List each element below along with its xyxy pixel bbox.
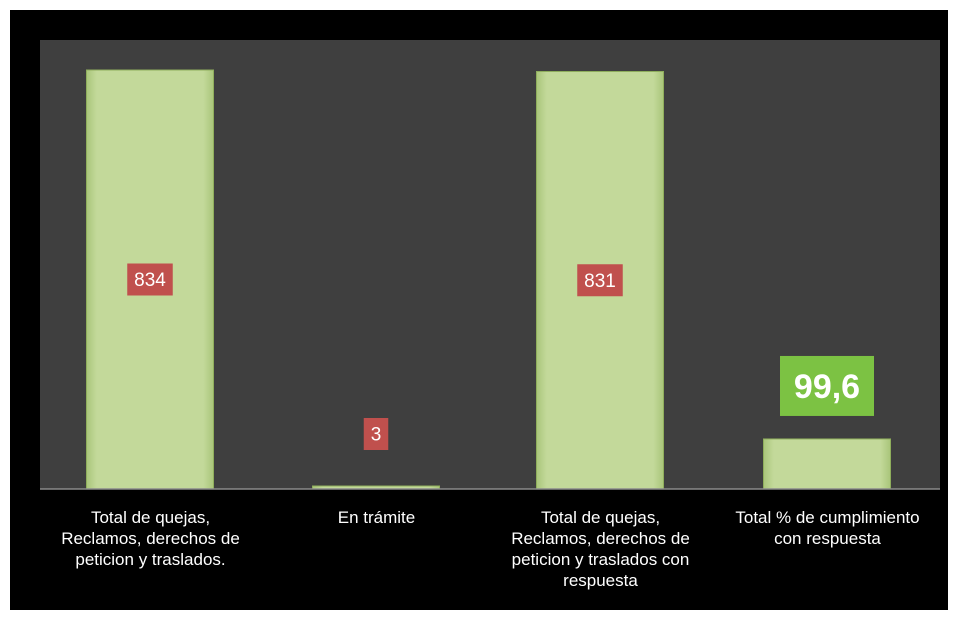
category-label-line: peticion y traslados con	[511, 550, 690, 569]
data-label-text-2: 3	[371, 425, 382, 446]
data-label-2: 3	[363, 418, 389, 450]
category-label-line: En trámite	[337, 508, 416, 527]
category-label-4: Total % de cumplimiento con respuesta	[715, 507, 940, 549]
bar-chart: 834 3 831 99,6	[40, 40, 940, 490]
category-label-line: Total % de cumplimiento	[735, 508, 920, 527]
data-label-3: 831	[577, 264, 623, 297]
category-label-line: Reclamos, derechos de	[511, 529, 690, 548]
chart-frame: 834 3 831 99,6 Total de quejas, Reclamos, de…	[10, 10, 948, 610]
data-label-1: 834	[127, 263, 173, 296]
category-label-line: peticion y traslados.	[75, 550, 226, 569]
bar-3	[536, 71, 664, 490]
category-label-line: respuesta	[563, 571, 638, 590]
category-label-line: con respuesta	[774, 529, 881, 548]
data-label-text-3: 831	[584, 271, 616, 292]
category-label-2: En trámite	[264, 507, 489, 528]
data-label-4: 99,6	[780, 355, 874, 416]
data-label-text-4: 99,6	[794, 368, 860, 406]
bar-4	[763, 438, 891, 490]
category-label-line: Total de quejas,	[90, 508, 211, 527]
category-label-line: Reclamos, derechos de	[61, 529, 240, 548]
category-label-3: Total de quejas, Reclamos, derechos de pet…	[488, 507, 713, 591]
data-label-text-1: 834	[134, 270, 166, 291]
category-label-1: Total de quejas, Reclamos, derechos de pet…	[38, 507, 263, 570]
category-label-line: Total de quejas,	[540, 508, 661, 527]
